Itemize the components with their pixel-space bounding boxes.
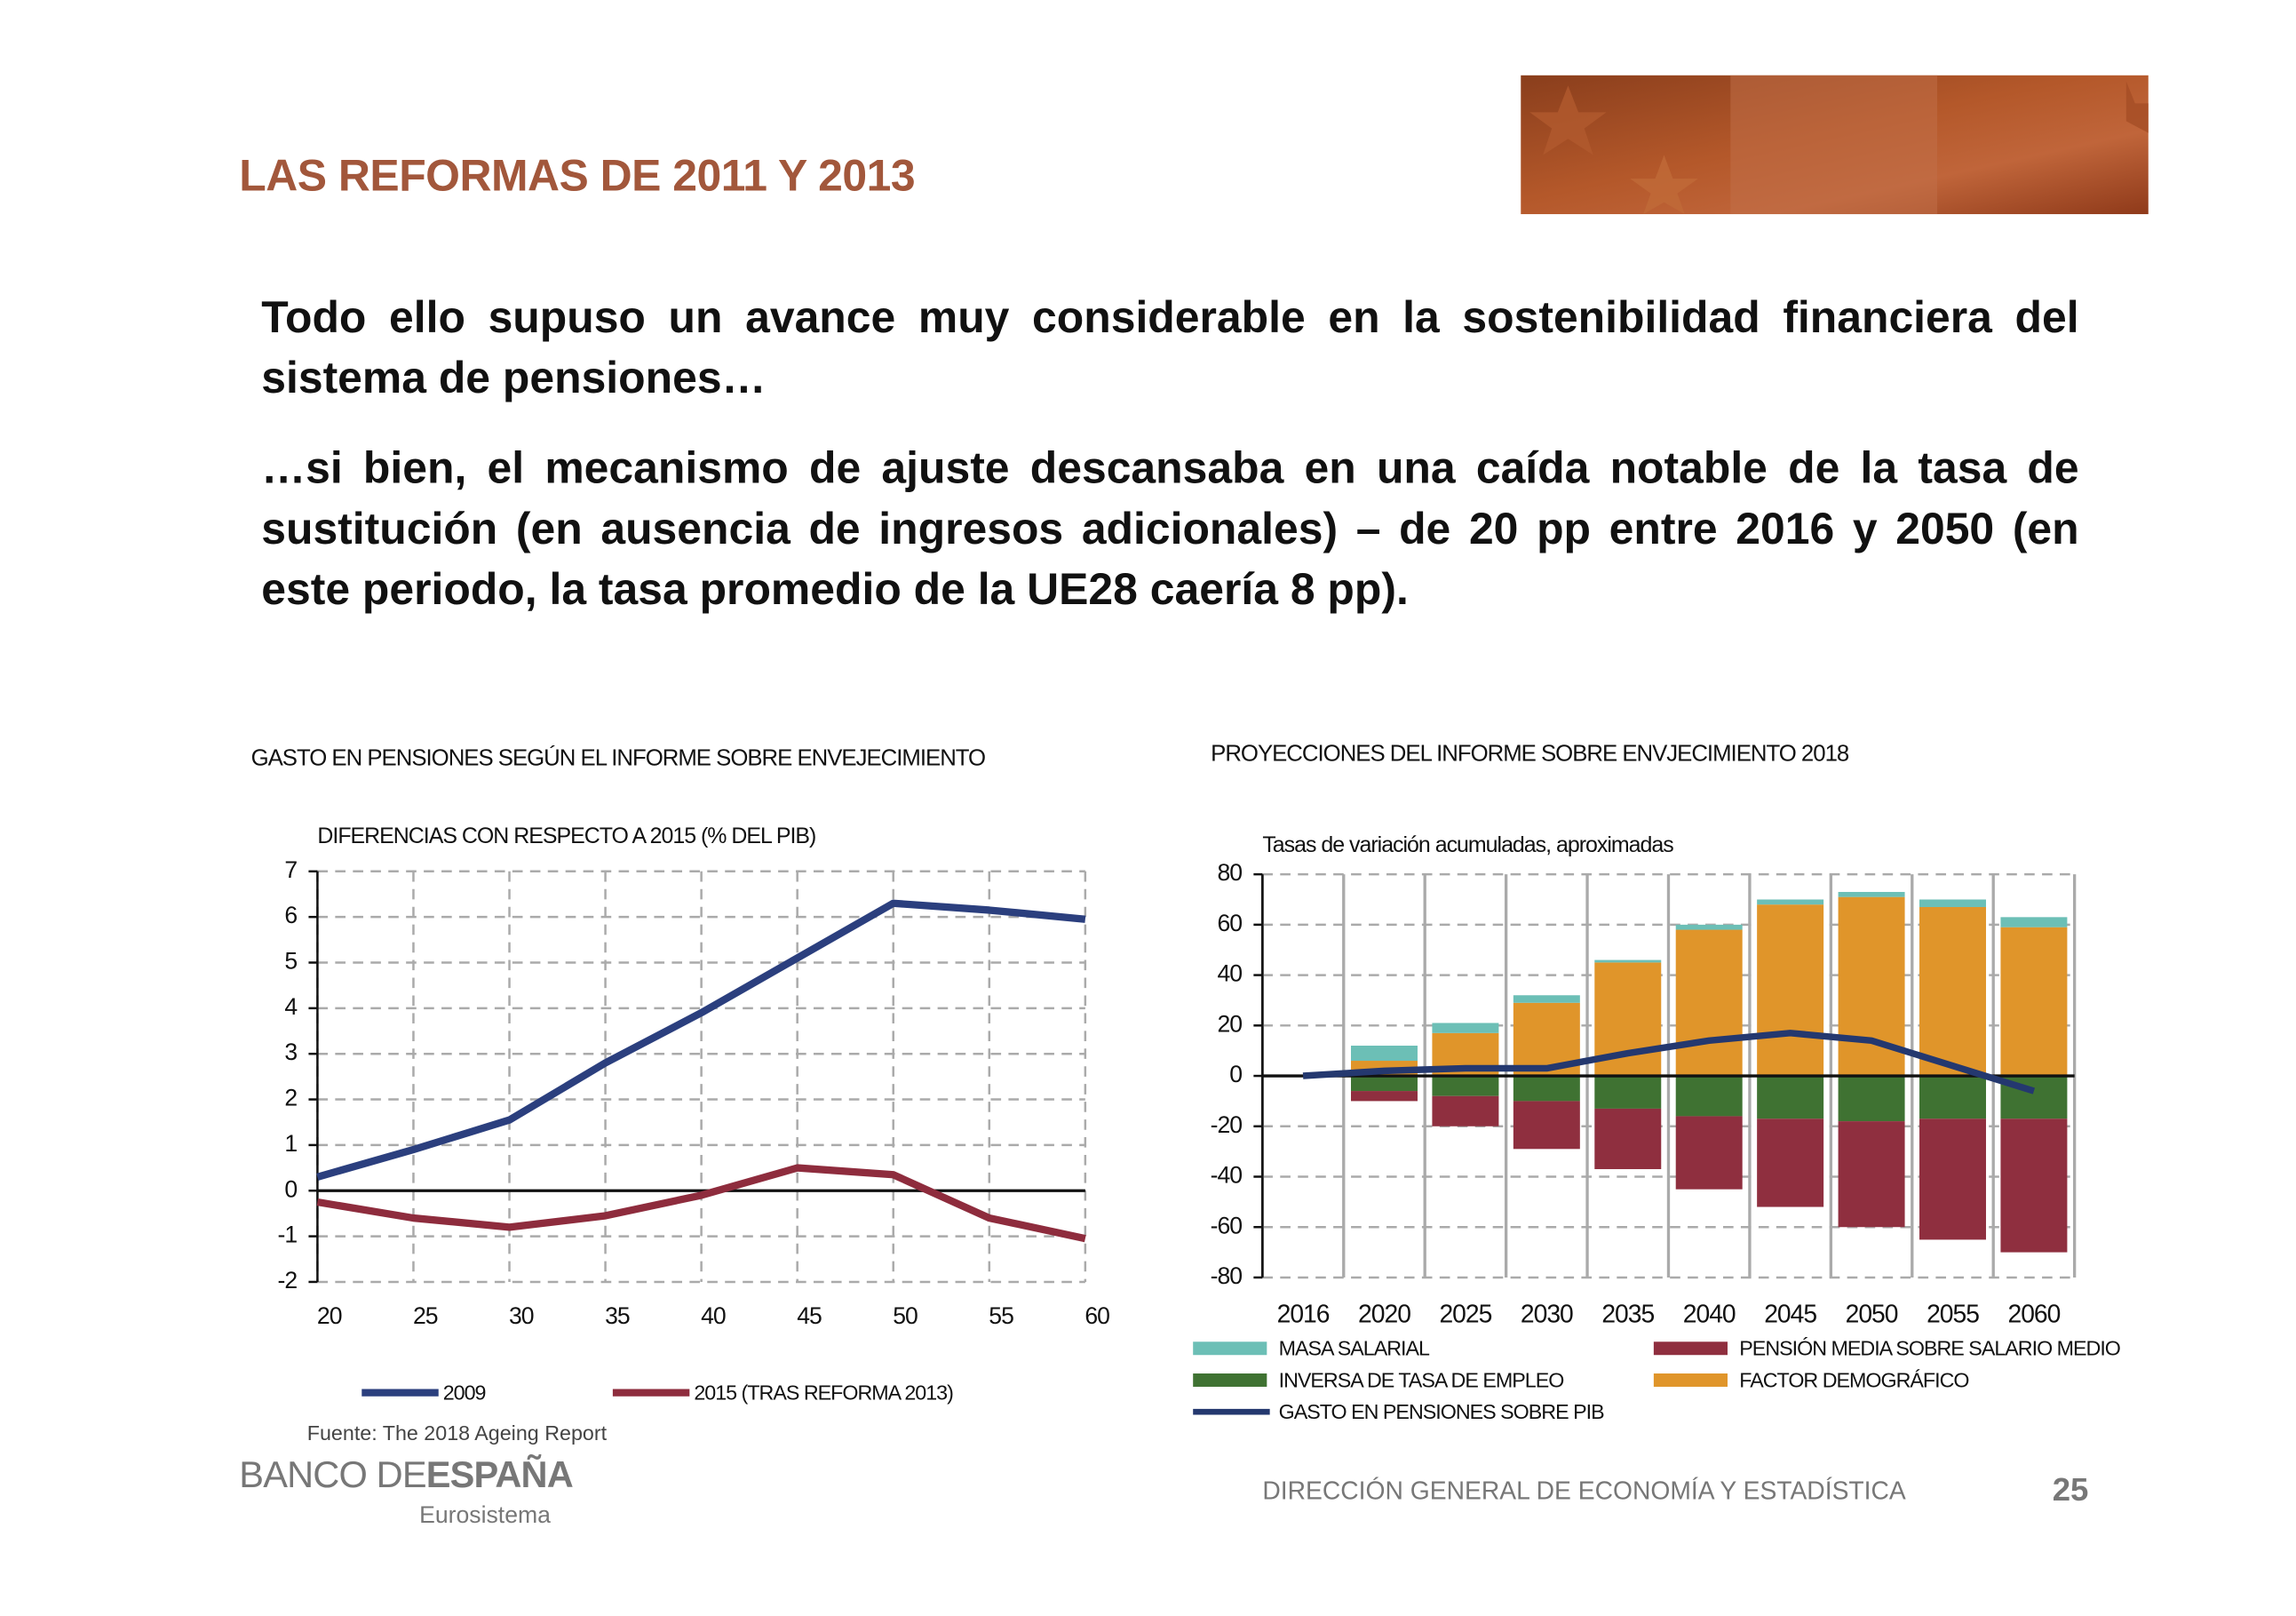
x-tick-label: 2030 [1521,1300,1573,1328]
y-tick-label: 0 [284,1175,297,1202]
chart-title: PROYECCIONES DEL INFORME SOBRE ENVJECIMI… [1211,741,1849,766]
legend-swatch [1653,1373,1728,1387]
y-tick-label: 40 [1217,960,1242,987]
bank-name-bold: ESPAÑA [425,1454,574,1496]
bar-segment [1838,1121,1905,1228]
x-tick-label: 2035 [1601,1300,1654,1328]
bar-segment [1757,904,1824,1077]
bar-segment [1513,995,1580,1003]
bar-segment [1838,1076,1905,1122]
bar-segment [2000,917,2068,927]
network: Eurosistema [419,1503,551,1529]
paragraph: Todo ello supuso un avance muy considera… [261,293,2079,403]
chart-title: GASTO EN PENSIONES SEGÚN EL INFORME SOBR… [251,744,985,770]
y-tick-label: 80 [1217,859,1242,886]
legend-label: GASTO EN PENSIONES SOBRE PIB [1279,1400,1604,1423]
y-tick-label: 4 [284,993,297,1020]
x-tick-label: 45 [797,1302,822,1329]
bar-segment [1757,1076,1824,1119]
x-tick-label: 55 [989,1302,1013,1329]
legend-label: PENSIÓN MEDIA SOBRE SALARIO MEDIO [1739,1337,2120,1360]
bar-segment [1757,899,1824,905]
legend-swatch [1193,1373,1267,1387]
paragraph: …si bien, el mecanismo de ajuste descans… [261,444,2079,615]
y-tick-label: -40 [1211,1162,1243,1189]
bar-segment [1838,891,1905,897]
chart-subtitle: DIFERENCIAS CON RESPECTO A 2015 (% DEL P… [317,824,815,848]
x-tick-label: 30 [509,1302,534,1329]
bar-segment [1757,1118,1824,1207]
bar-segment [1675,1116,1743,1190]
x-tick-label: 25 [413,1302,438,1329]
bar-segment [1919,899,1986,908]
legend-label: INVERSA DE TASA DE EMPLEO [1279,1368,1564,1391]
x-tick-label: 35 [605,1302,630,1329]
bar-segment [1432,1076,1499,1096]
legend-label: 2009 [443,1381,486,1404]
legend-swatch [1193,1341,1267,1356]
x-tick-label: 20 [317,1302,342,1329]
slide-title: LAS REFORMAS DE 2011 Y 2013 [239,152,916,202]
y-tick-label: 0 [1229,1061,1242,1087]
y-tick-label: -80 [1211,1262,1243,1289]
page-number: 25 [2052,1470,2089,1509]
y-tick-label: -60 [1211,1212,1243,1238]
bank-name: BANCO DE [239,1454,426,1496]
legend-swatch [1653,1341,1728,1356]
bar-segment [1513,1101,1580,1150]
bar-segment [1594,1076,1662,1109]
x-tick-label: 40 [701,1302,726,1329]
bar-segment [1350,1046,1418,1062]
bar-segment [2000,927,2068,1077]
y-tick-label: -1 [277,1222,297,1248]
y-tick-label: 2 [284,1085,297,1111]
y-tick-label: 1 [284,1130,297,1157]
x-tick-label: 2050 [1846,1300,1898,1328]
x-tick-label: 2020 [1358,1300,1410,1328]
bar-segment [1919,1076,1986,1119]
bar-segment [1675,1076,1743,1117]
x-tick-label: 2025 [1439,1300,1491,1328]
bar-segment [1350,1076,1418,1092]
bar-segment [1432,1095,1499,1126]
bar-segment [1350,1091,1418,1102]
y-tick-label: 5 [284,948,297,975]
bar-segment [1675,929,1743,1077]
department: DIRECCIÓN GENERAL DE ECONOMÍA Y ESTADÍST… [1262,1477,1906,1505]
x-tick-label: 2060 [2007,1300,2060,1328]
banner [1521,75,2149,215]
bar-segment [1919,907,1986,1077]
legend-label: FACTOR DEMOGRÁFICO [1739,1368,1968,1391]
y-tick-label: 20 [1217,1010,1242,1037]
bar-segment [1513,1076,1580,1102]
source: Fuente: The 2018 Ageing Report [306,1421,608,1445]
chart-subtitle: Tasas de variación acumuladas, aproximad… [1262,832,1673,857]
line-series [316,899,1086,1181]
bar-segment [2000,1118,2068,1253]
x-tick-label: 2055 [1927,1300,1979,1328]
line-series [1302,1030,2036,1095]
y-tick-label: 6 [284,902,297,928]
bar-segment [1594,959,1662,963]
y-tick-label: 3 [284,1039,297,1065]
legend-label: 2015 (TRAS REFORMA 2013) [694,1381,953,1404]
line-series [316,1164,1086,1243]
x-tick-label: 2040 [1683,1300,1736,1328]
x-tick-label: 50 [893,1302,918,1329]
bar-segment [1919,1118,1986,1240]
bank-logo: BANCO DEESPAÑA [239,1454,573,1497]
x-tick-label: 2016 [1277,1300,1330,1328]
x-tick-label: 2045 [1764,1300,1816,1328]
y-tick-label: -20 [1211,1111,1243,1138]
bar-segment [1594,1108,1662,1169]
bar-segment [1675,924,1743,930]
y-tick-label: -2 [277,1267,297,1294]
y-tick-label: 7 [284,856,297,883]
x-tick-label: 60 [1084,1302,1109,1329]
bar-segment [1432,1023,1499,1033]
legend-label: MASA SALARIAL [1279,1337,1430,1360]
y-tick-label: 60 [1217,910,1242,936]
